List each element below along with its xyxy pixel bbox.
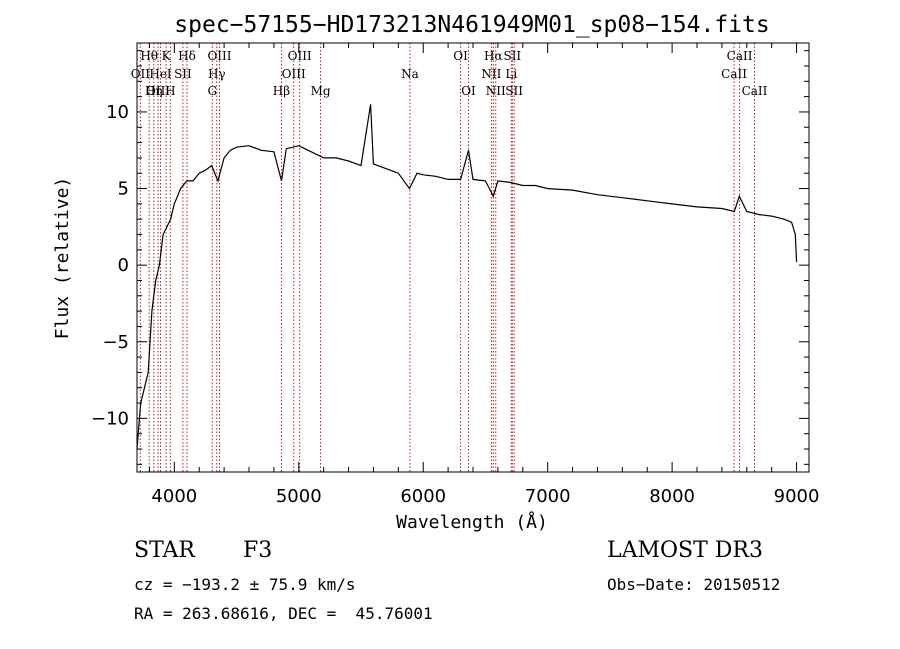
line-marker-label: OIII — [288, 49, 312, 63]
object-class: STAR — [134, 538, 195, 563]
y-tick-label: 5 — [118, 179, 129, 200]
line-marker-label: OIII — [282, 67, 306, 81]
line-marker-label: OII — [131, 67, 151, 81]
line-marker-label: H — [165, 84, 175, 98]
line-marker-label: OI — [453, 49, 468, 63]
line-marker-label: CaII — [721, 67, 747, 81]
y-tick-label: 10 — [106, 102, 129, 123]
coordinates: RA = 263.68616, DEC = 45.76001 — [134, 604, 433, 623]
line-marker-label: NII — [486, 84, 506, 98]
line-marker-label: K — [162, 49, 172, 63]
observation-date: Obs−Date: 20150512 — [607, 575, 781, 594]
chart-title: spec−57155−HD173213N461949M01_sp08−154.f… — [174, 12, 769, 38]
x-tick-label: 9000 — [774, 486, 820, 507]
line-marker-label: Li — [505, 67, 517, 81]
line-marker-label: SII — [174, 67, 192, 81]
survey-name: LAMOST DR3 — [607, 538, 763, 563]
line-marker-label: SII — [505, 84, 523, 98]
spectrum-line — [136, 104, 798, 450]
y-tick-label: −5 — [102, 332, 129, 353]
x-tick-label: 4000 — [151, 486, 197, 507]
y-tick-label: 0 — [118, 255, 129, 276]
redshift-cz: cz = −193.2 ± 75.9 km/s — [134, 575, 356, 594]
x-tick-label: 6000 — [400, 486, 446, 507]
x-axis-label: Wavelength (Å) — [396, 511, 548, 533]
line-marker-label: Hθ — [140, 49, 158, 63]
line-marker-label: Hγ — [208, 67, 226, 81]
line-marker-label: OIII — [207, 49, 231, 63]
line-marker-label: NII — [481, 67, 501, 81]
line-marker-label: Na — [401, 67, 419, 81]
spectral-line-markers — [139, 43, 755, 472]
line-marker-label: OIII — [146, 84, 170, 98]
line-marker-label: HeI — [149, 67, 172, 81]
line-marker-label: Hη — [145, 84, 163, 98]
object-subclass: F3 — [243, 538, 273, 563]
x-tick-label: 8000 — [649, 486, 695, 507]
y-axis-ticks: −10 −5 0 5 10 — [91, 50, 809, 465]
line-marker-label: CaII — [727, 49, 753, 63]
line-marker-label: Hβ — [273, 84, 290, 98]
line-marker-label: Hδ — [178, 49, 196, 63]
x-tick-label: 7000 — [525, 486, 571, 507]
line-marker-label: Hα — [484, 49, 503, 63]
plot-frame — [136, 42, 810, 473]
y-axis-label: Flux (relative) — [52, 177, 73, 340]
line-marker-label: CaII — [742, 84, 768, 98]
line-marker-label: SII — [503, 49, 521, 63]
x-axis-ticks: 4000 5000 6000 7000 8000 9000 — [148, 43, 820, 507]
x-tick-label: 5000 — [276, 486, 322, 507]
line-marker-label: G — [207, 84, 217, 98]
line-marker-label: OI — [461, 84, 476, 98]
line-marker-label: Mg — [311, 84, 331, 98]
y-tick-label: −10 — [91, 408, 129, 429]
